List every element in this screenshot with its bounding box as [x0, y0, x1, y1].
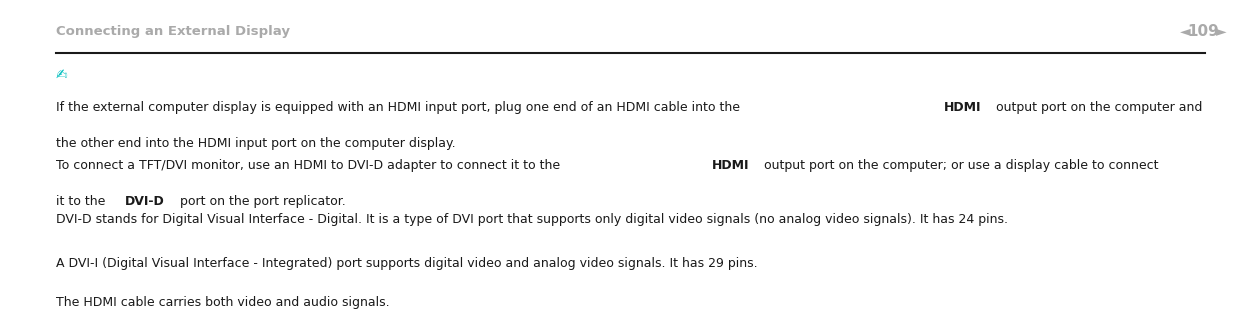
- Text: ►: ►: [1216, 24, 1226, 38]
- Text: output port on the computer and: output port on the computer and: [992, 101, 1203, 114]
- Text: To connect a TFT/DVI monitor, use an HDMI to DVI-D adapter to connect it to the: To connect a TFT/DVI monitor, use an HDM…: [56, 159, 564, 172]
- Text: 109: 109: [1187, 24, 1219, 39]
- Text: A DVI-I (Digital Visual Interface - Integrated) port supports digital video and : A DVI-I (Digital Visual Interface - Inte…: [56, 257, 758, 269]
- Text: If the external computer display is equipped with an HDMI input port, plug one e: If the external computer display is equi…: [56, 101, 744, 114]
- Text: HDMI: HDMI: [944, 101, 981, 114]
- Text: ✍: ✍: [56, 68, 67, 81]
- Text: port on the port replicator.: port on the port replicator.: [176, 195, 346, 208]
- Text: output port on the computer; or use a display cable to connect: output port on the computer; or use a di…: [760, 159, 1158, 172]
- Text: DVI-D: DVI-D: [125, 195, 165, 208]
- Text: it to the: it to the: [56, 195, 109, 208]
- Text: ◄: ◄: [1180, 24, 1190, 38]
- Text: DVI-D stands for Digital Visual Interface - Digital. It is a type of DVI port th: DVI-D stands for Digital Visual Interfac…: [56, 213, 1008, 226]
- Text: The HDMI cable carries both video and audio signals.: The HDMI cable carries both video and au…: [56, 296, 389, 309]
- Text: Connecting an External Display: Connecting an External Display: [56, 25, 290, 38]
- Text: the other end into the HDMI input port on the computer display.: the other end into the HDMI input port o…: [56, 137, 455, 150]
- Text: HDMI: HDMI: [712, 159, 749, 172]
